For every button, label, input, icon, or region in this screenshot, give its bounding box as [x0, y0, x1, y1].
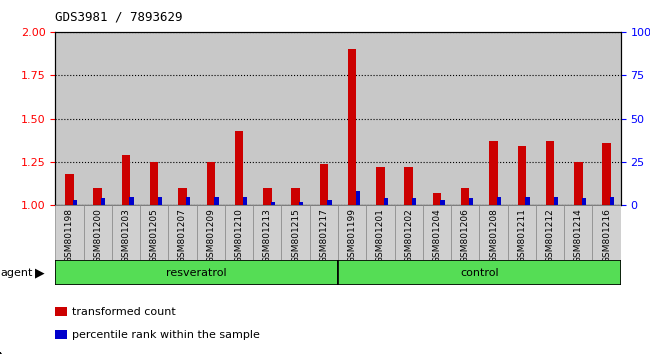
Text: GSM801212: GSM801212 — [545, 208, 554, 263]
Bar — [94, 188, 102, 354]
Text: GSM801211: GSM801211 — [517, 208, 526, 263]
Bar — [376, 167, 385, 354]
Bar — [525, 197, 530, 205]
Bar — [582, 198, 586, 205]
Bar — [320, 164, 328, 354]
Text: GSM801198: GSM801198 — [65, 208, 74, 263]
Bar — [367, 205, 395, 260]
Text: GSM801204: GSM801204 — [432, 208, 441, 263]
Bar — [356, 192, 360, 205]
Bar — [214, 197, 218, 205]
Bar — [225, 205, 254, 260]
Text: GSM801202: GSM801202 — [404, 208, 413, 263]
Bar — [451, 205, 480, 260]
Bar — [207, 162, 215, 354]
Bar — [310, 205, 338, 260]
Bar — [150, 162, 159, 354]
Bar — [603, 143, 611, 354]
Text: GSM801205: GSM801205 — [150, 208, 159, 263]
Bar — [508, 205, 536, 260]
Bar — [112, 205, 140, 260]
Bar — [65, 174, 73, 354]
Text: GSM801207: GSM801207 — [178, 208, 187, 263]
Bar — [242, 197, 247, 205]
Text: agent: agent — [0, 268, 32, 278]
Bar — [186, 197, 190, 205]
Bar — [168, 205, 197, 260]
Bar — [480, 205, 508, 260]
Bar — [73, 200, 77, 205]
Text: GSM801217: GSM801217 — [319, 208, 328, 263]
Text: GSM801210: GSM801210 — [235, 208, 244, 263]
Bar — [461, 188, 469, 354]
Bar — [158, 197, 162, 205]
Bar — [489, 141, 498, 354]
Bar — [593, 205, 621, 260]
Text: GSM801214: GSM801214 — [574, 208, 583, 263]
Bar — [546, 141, 554, 354]
Bar — [384, 198, 388, 205]
Text: GSM801200: GSM801200 — [93, 208, 102, 263]
Bar — [469, 198, 473, 205]
Bar — [497, 197, 501, 205]
Bar — [235, 131, 243, 354]
Bar — [291, 188, 300, 354]
Bar — [564, 205, 593, 260]
Bar — [55, 205, 83, 260]
Bar — [338, 260, 621, 285]
Text: GSM801208: GSM801208 — [489, 208, 498, 263]
Text: GSM801213: GSM801213 — [263, 208, 272, 263]
Bar — [536, 205, 564, 260]
Text: transformed count: transformed count — [72, 307, 176, 316]
Text: GSM801199: GSM801199 — [348, 208, 357, 263]
Text: GDS3981 / 7893629: GDS3981 / 7893629 — [55, 11, 183, 24]
Text: ▶: ▶ — [35, 267, 45, 280]
Bar — [554, 197, 558, 205]
Bar — [422, 205, 451, 260]
Bar — [55, 260, 338, 285]
Bar — [412, 198, 417, 205]
Bar — [122, 155, 130, 354]
Bar — [254, 205, 281, 260]
Bar — [101, 198, 105, 205]
Text: GSM801209: GSM801209 — [206, 208, 215, 263]
Bar — [140, 205, 168, 260]
Bar — [395, 205, 423, 260]
Bar — [338, 205, 367, 260]
Bar — [610, 197, 614, 205]
Bar — [263, 188, 272, 354]
Text: GSM801206: GSM801206 — [461, 208, 470, 263]
Bar — [178, 188, 187, 354]
Bar — [348, 49, 356, 354]
Bar — [328, 200, 332, 205]
Text: GSM801203: GSM801203 — [122, 208, 131, 263]
Bar — [299, 202, 304, 205]
Text: GSM801215: GSM801215 — [291, 208, 300, 263]
Bar — [281, 205, 310, 260]
Text: GSM801216: GSM801216 — [602, 208, 611, 263]
Bar — [404, 167, 413, 354]
Bar — [574, 162, 582, 354]
Bar — [433, 193, 441, 354]
Bar — [441, 200, 445, 205]
Text: percentile rank within the sample: percentile rank within the sample — [72, 330, 259, 339]
Bar — [83, 205, 112, 260]
Text: control: control — [460, 268, 499, 278]
Bar — [517, 146, 526, 354]
Bar — [196, 205, 225, 260]
Bar — [129, 197, 134, 205]
Text: resveratrol: resveratrol — [166, 268, 227, 278]
Text: GSM801201: GSM801201 — [376, 208, 385, 263]
Bar — [271, 202, 275, 205]
